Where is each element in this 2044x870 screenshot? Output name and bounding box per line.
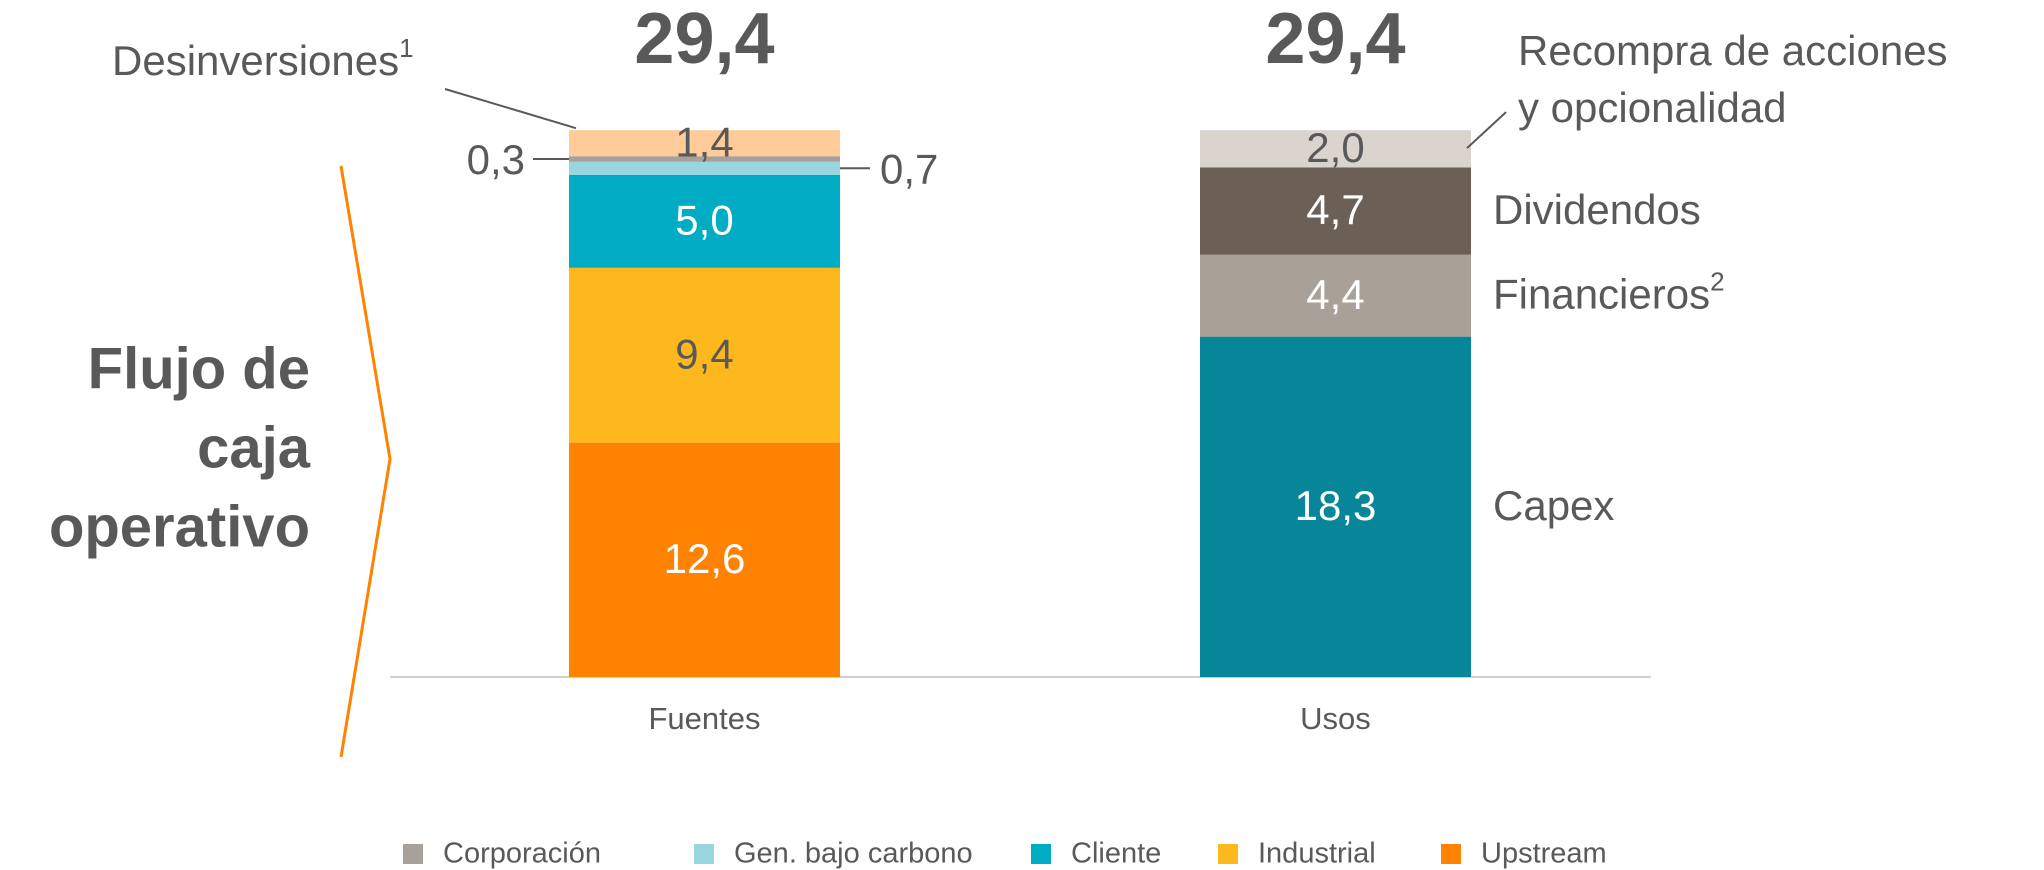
legend-label: Corporación bbox=[443, 838, 601, 870]
value-label: 5,0 bbox=[675, 196, 733, 243]
legend-label: Upstream bbox=[1481, 838, 1607, 870]
bar-segment bbox=[569, 130, 840, 157]
value-label: 4,7 bbox=[1306, 186, 1364, 233]
annotation-text: operativo bbox=[49, 494, 310, 559]
value-label: 9,4 bbox=[675, 330, 733, 377]
segment-name: Recompra de acciones y opcionalidad bbox=[1518, 27, 1948, 131]
legend-swatch bbox=[694, 844, 714, 864]
footnote-mark: 1 bbox=[399, 33, 413, 63]
segment-name: Desinversiones1 bbox=[112, 33, 414, 84]
bar-segment bbox=[1200, 130, 1471, 168]
value-label: 18,3 bbox=[1295, 482, 1377, 529]
legend-swatch bbox=[1031, 844, 1051, 864]
bar-segment bbox=[569, 161, 840, 175]
segment-name-text: Capex bbox=[1493, 482, 1614, 529]
bar-segment bbox=[1200, 336, 1471, 677]
leader-line bbox=[1466, 111, 1507, 149]
bar-segment bbox=[569, 156, 840, 162]
legend-swatch bbox=[1441, 844, 1461, 864]
bar-segment bbox=[569, 174, 840, 268]
x-tick-label: Fuentes bbox=[648, 701, 760, 736]
segment-name-text: Dividendos bbox=[1493, 186, 1701, 233]
annotation-text: caja bbox=[197, 415, 311, 480]
x-tick-label: Usos bbox=[1300, 701, 1371, 736]
footnote-mark: 2 bbox=[1710, 267, 1724, 297]
value-label: 1,4 bbox=[675, 118, 733, 165]
value-label: 4,4 bbox=[1306, 271, 1364, 318]
leader-line bbox=[444, 88, 577, 130]
segment-name: Financieros2 bbox=[1493, 267, 1725, 318]
value-label: 0,3 bbox=[467, 136, 525, 183]
annotation-text: Flujo de bbox=[88, 336, 310, 401]
segment-name-text: Financieros bbox=[1493, 271, 1710, 318]
value-label: 12,6 bbox=[664, 535, 746, 582]
bracket bbox=[339, 165, 392, 758]
bar-segment bbox=[1200, 167, 1471, 255]
legend-label: Industrial bbox=[1258, 838, 1376, 870]
bar-segment bbox=[1200, 254, 1471, 337]
segment-name-line: Recompra de acciones bbox=[1518, 27, 1948, 74]
legend-swatch bbox=[403, 844, 423, 864]
bar-segment bbox=[569, 267, 840, 443]
segment-name: Capex bbox=[1493, 482, 1614, 529]
legend-label: Gen. bajo carbono bbox=[734, 838, 973, 870]
legend-label: Cliente bbox=[1071, 838, 1161, 870]
segment-name-text: Desinversiones bbox=[112, 37, 399, 84]
segment-name-line: y opcionalidad bbox=[1518, 84, 1787, 131]
segment-name: Dividendos bbox=[1493, 186, 1701, 233]
value-label: 0,7 bbox=[880, 145, 938, 192]
value-label: 2,0 bbox=[1306, 124, 1364, 171]
bar-segment bbox=[569, 442, 840, 677]
legend-swatch bbox=[1218, 844, 1238, 864]
total-label: 29,4 bbox=[634, 0, 774, 79]
total-label: 29,4 bbox=[1265, 0, 1405, 79]
